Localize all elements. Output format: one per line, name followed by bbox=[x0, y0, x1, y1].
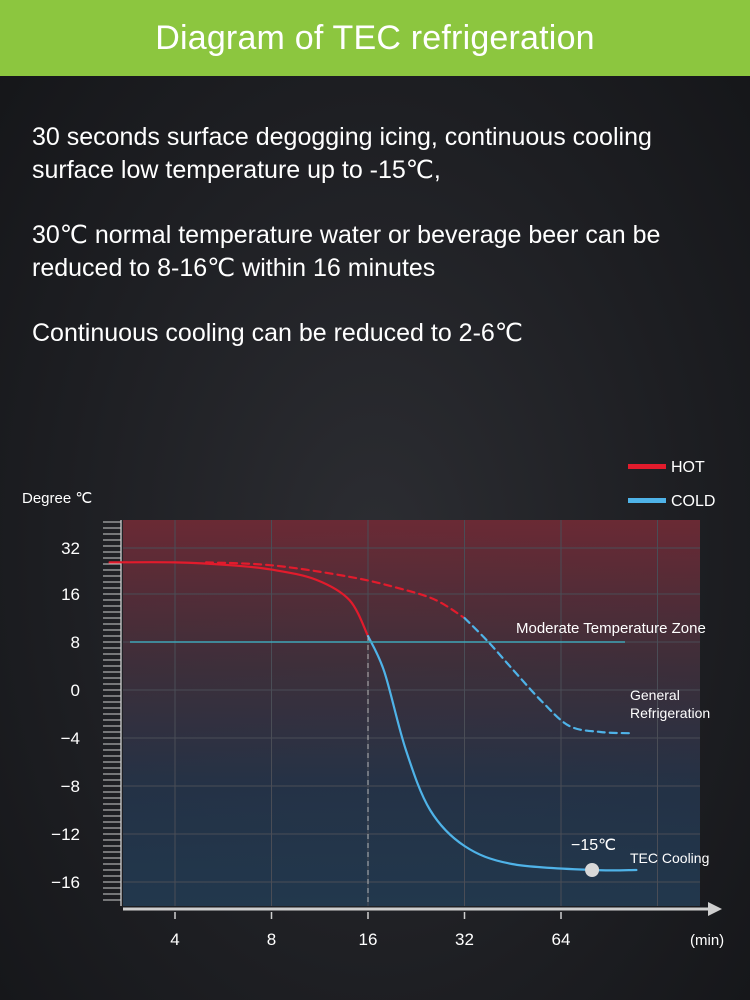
x-axis-arrow bbox=[708, 902, 722, 916]
general-refrigeration-label: General Refrigeration bbox=[630, 687, 710, 721]
series-line-cold-general bbox=[463, 616, 631, 735]
header-bar: Diagram of TEC refrigeration bbox=[0, 0, 750, 76]
y-tick-label: −8 bbox=[61, 777, 80, 796]
description-paragraph: 30 seconds surface degogging icing, cont… bbox=[32, 123, 652, 184]
min-point-marker bbox=[585, 863, 600, 877]
series-line-hot-tec bbox=[108, 561, 370, 638]
description-paragraph: 30℃ normal temperature water or beverage… bbox=[32, 221, 661, 282]
axes: 32 16 8 0 −4 −8 −12 −16 4 8 16 32 64 bbox=[51, 520, 722, 949]
series-line-hot-general bbox=[205, 561, 466, 620]
y-axis-label: Degree ℃ bbox=[22, 490, 92, 507]
plot-area bbox=[123, 520, 700, 906]
series-line-cold-tec bbox=[366, 634, 638, 872]
x-axis-label: (min) bbox=[690, 932, 724, 949]
x-tick-label: 8 bbox=[267, 930, 276, 949]
min-point-label: −15℃ bbox=[571, 837, 616, 854]
y-tick-label: 8 bbox=[71, 633, 80, 652]
series bbox=[108, 561, 638, 872]
legend-cold-label: COLD bbox=[671, 493, 715, 510]
y-tick-label: 16 bbox=[61, 585, 80, 604]
y-tick-label: 32 bbox=[61, 539, 80, 558]
x-tick-label: 4 bbox=[170, 930, 179, 949]
y-tick-label: 0 bbox=[71, 681, 80, 700]
legend-hot-swatch bbox=[628, 464, 666, 469]
chart: 32 16 8 0 −4 −8 −12 −16 4 8 16 32 64 HOT COLD Degree… bbox=[22, 459, 724, 949]
legend-cold-swatch bbox=[628, 498, 666, 503]
legend-hot-label: HOT bbox=[671, 459, 705, 476]
tec-cooling-label: TEC Cooling bbox=[630, 850, 709, 866]
y-tick-label: −12 bbox=[51, 825, 80, 844]
x-tick-label: 32 bbox=[455, 930, 474, 949]
y-tick-label: −16 bbox=[51, 873, 80, 892]
description-block: 30 seconds surface degogging icing, cont… bbox=[32, 121, 732, 382]
page-title: Diagram of TEC refrigeration bbox=[155, 18, 595, 57]
y-tick-label: −4 bbox=[61, 729, 80, 748]
zone-label: Moderate Temperature Zone bbox=[516, 620, 706, 637]
grid bbox=[123, 520, 700, 906]
x-tick-label: 64 bbox=[552, 930, 571, 949]
annotations bbox=[130, 636, 625, 906]
description-paragraph: Continuous cooling can be reduced to 2-6… bbox=[32, 319, 523, 347]
x-tick-label: 16 bbox=[359, 930, 378, 949]
